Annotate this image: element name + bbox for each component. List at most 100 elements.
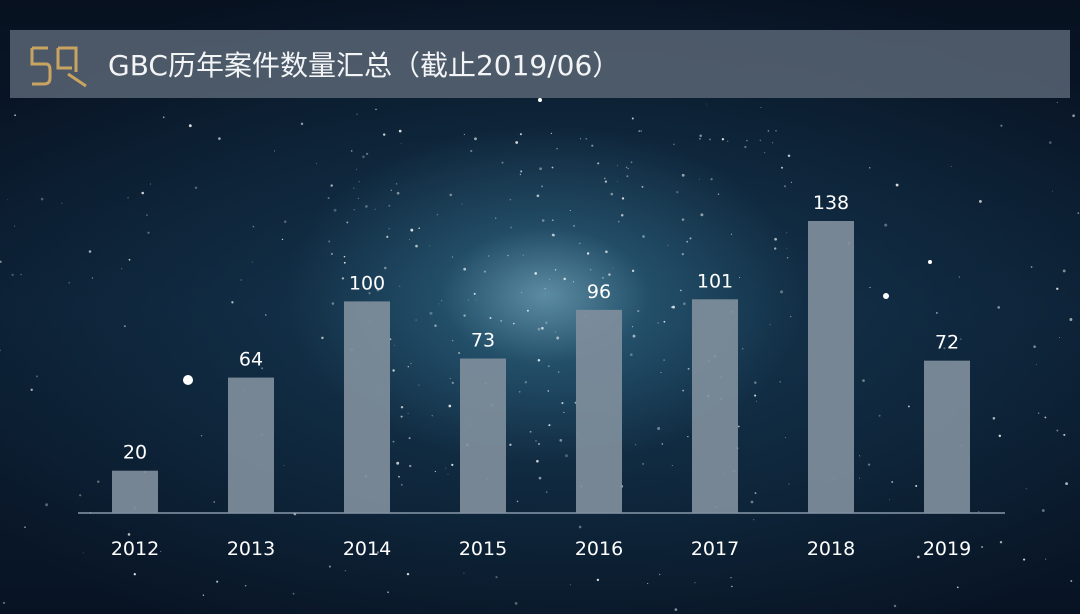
star [216,580,219,583]
star [1044,416,1047,419]
star [1030,266,1033,268]
bar-2013 [228,377,274,513]
star [936,312,938,314]
star [470,149,473,153]
star [709,138,711,141]
star [121,268,123,270]
star [407,412,409,414]
star [895,183,899,187]
star [395,183,398,185]
star [410,362,412,365]
star [915,484,918,488]
star [676,191,679,194]
star [960,338,962,340]
star [483,270,486,273]
bar-2017 [692,299,738,513]
star [687,435,689,438]
star [327,197,330,200]
star [710,178,713,181]
star [218,137,221,140]
bar-2015 [460,358,506,513]
star [447,473,449,475]
star [699,134,702,137]
star [283,464,285,466]
star [509,443,512,446]
star [522,254,524,256]
star [727,140,729,142]
star [1044,558,1047,560]
star [556,336,560,340]
star [330,252,333,255]
star [123,325,126,328]
star [917,555,920,559]
star [667,244,669,246]
star [698,178,701,180]
data-label-2017: 101 [697,270,733,292]
bar-2012 [112,470,158,513]
star [451,381,454,385]
star [518,390,521,393]
star [452,340,454,342]
star [529,430,532,433]
star [638,130,641,133]
star [509,198,512,201]
star [596,578,600,582]
star [1052,190,1054,192]
star [790,181,792,183]
data-label-2019: 72 [935,332,959,354]
logo-icon [30,46,87,88]
star [407,366,409,368]
star [273,150,275,152]
star [907,405,910,408]
star [418,384,420,386]
star [642,235,645,238]
star [328,240,331,243]
star [489,316,492,320]
star [396,191,400,195]
star [463,267,467,271]
star [451,256,454,258]
star [554,235,556,237]
star [473,292,476,295]
star [343,261,346,264]
star [20,274,22,276]
star [408,239,410,240]
star [392,440,395,443]
star [981,546,984,548]
star [400,143,402,144]
star [699,137,701,140]
star [541,219,545,222]
star [1041,509,1045,512]
star [292,592,295,595]
star [549,278,550,280]
star [637,310,640,313]
star [779,381,781,383]
tick-label-2013: 2013 [227,538,275,560]
star [451,463,454,466]
star [519,133,522,136]
star [659,573,661,575]
star [14,114,16,117]
star [149,183,152,185]
star [35,375,39,378]
star [357,197,359,199]
star [978,511,980,513]
star [539,167,542,171]
star [572,281,575,283]
star [321,336,324,340]
star [488,255,490,257]
star [769,323,771,326]
star [431,415,433,417]
star [368,291,371,295]
star [956,586,959,589]
star [689,237,692,240]
star [632,326,634,328]
star [1072,114,1075,117]
star [281,238,284,241]
star [573,224,576,227]
star [621,197,625,200]
star [884,223,888,227]
star [597,162,600,165]
star [375,108,377,111]
star [513,322,515,325]
